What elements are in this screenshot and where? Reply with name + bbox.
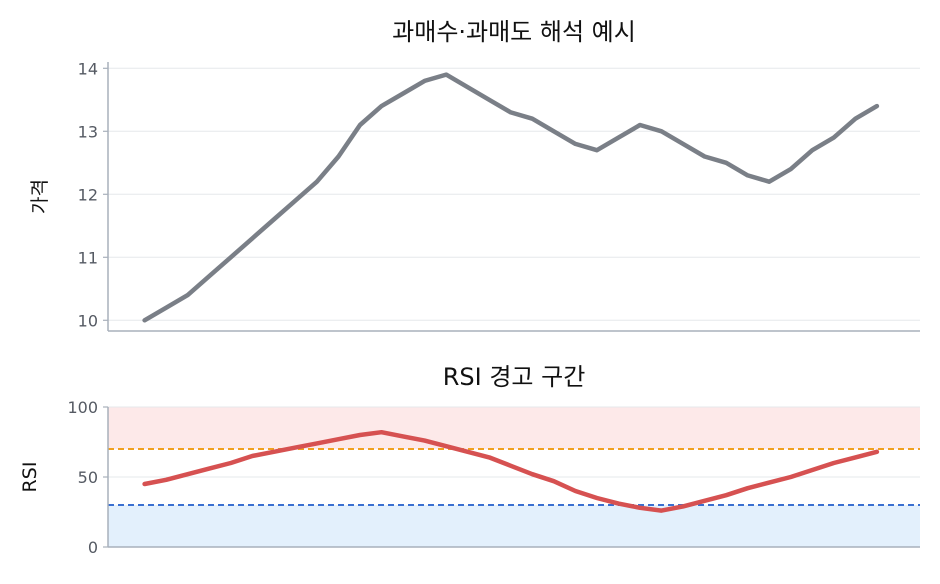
y-tick-label: 50: [78, 468, 98, 487]
y-tick-label: 0: [88, 538, 98, 557]
y-tick-label: 11: [78, 248, 98, 267]
y-tick-label: 12: [78, 185, 98, 204]
panel-rsi: 0 50 100 RSI 경고 구간 RSI: [19, 363, 920, 557]
y-axis-label: 가격: [29, 179, 51, 214]
y-tick-label: 13: [78, 122, 98, 141]
y-tick-label: 100: [67, 398, 98, 417]
y-axis-label: RSI: [19, 462, 41, 493]
y-tick-label: 14: [78, 59, 98, 78]
chart-title: 과매수·과매도 해석 예시: [392, 18, 636, 46]
price-series-line: [142, 72, 880, 323]
y-tick-label: 10: [78, 311, 98, 330]
oversold-zone: [108, 505, 920, 547]
rsi-series-line: [142, 429, 880, 513]
chart-title: RSI 경고 구간: [443, 363, 586, 391]
overbought-zone: [108, 407, 920, 449]
